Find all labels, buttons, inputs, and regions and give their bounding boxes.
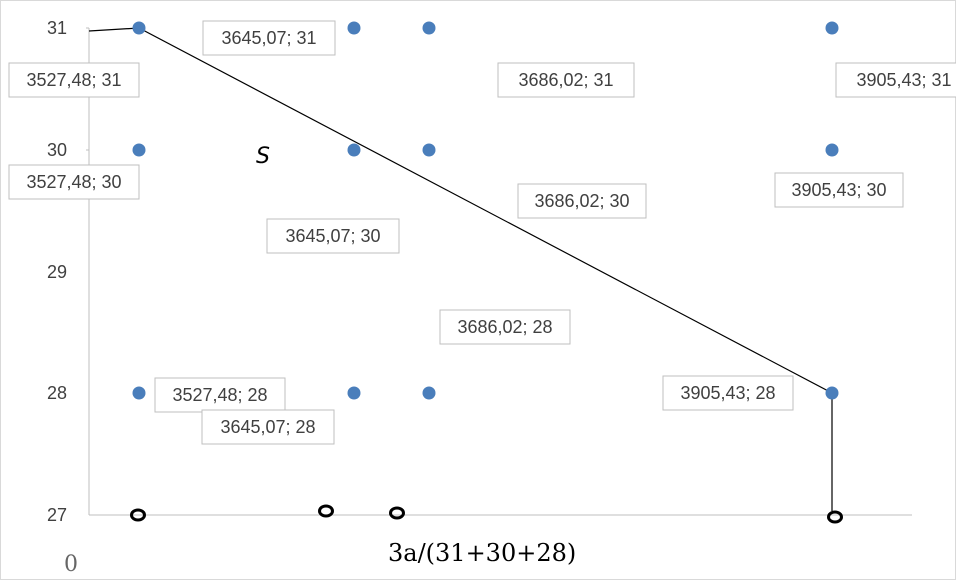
formula-label: 3a/(31+30+28)	[388, 539, 576, 567]
data-label-box	[154, 377, 286, 413]
data-label-box	[8, 62, 140, 98]
y-tick-label: 28	[47, 383, 67, 403]
data-point	[347, 143, 361, 157]
hand-circle	[389, 506, 405, 520]
data-points	[132, 21, 839, 400]
hand-circle	[827, 510, 843, 524]
data-label-box	[835, 62, 956, 98]
data-label-box	[497, 62, 635, 98]
data-point	[347, 21, 361, 35]
data-label: 3686,02; 28	[457, 317, 552, 337]
y-tick-label: 29	[47, 262, 67, 282]
data-label: 3527,48; 28	[172, 385, 267, 405]
data-point	[132, 21, 146, 35]
data-label-box	[662, 375, 794, 411]
handwritten-s: S	[256, 144, 270, 169]
data-label: 3905,43; 30	[791, 180, 886, 200]
axes: 27 28 29 30 31	[47, 18, 912, 525]
origin-label: 0	[64, 552, 78, 577]
y-tick-label: 30	[47, 140, 67, 160]
data-label-box	[774, 172, 904, 208]
data-label-box	[439, 309, 571, 345]
data-point	[347, 386, 361, 400]
data-label: 3905,43; 28	[680, 383, 775, 403]
data-label: 3645,07; 31	[221, 28, 316, 48]
data-label: 3686,02; 30	[534, 191, 629, 211]
data-point	[825, 386, 839, 400]
data-point	[825, 143, 839, 157]
data-label: 3645,07; 28	[220, 417, 315, 437]
data-label: 3527,48; 31	[26, 70, 121, 90]
data-label-box	[517, 183, 647, 219]
hand-circle	[318, 504, 334, 518]
hand-sketch	[88, 27, 843, 524]
data-label-box	[202, 20, 336, 56]
y-tick-label: 27	[47, 505, 67, 525]
data-labels: 3527,48; 31 3645,07; 31 3686,02; 31 3905,43…	[8, 20, 956, 445]
data-label-box	[8, 164, 140, 200]
data-label: 3686,02; 31	[518, 70, 613, 90]
data-label: 3645,07; 30	[285, 226, 380, 246]
data-label: 3905,43; 31	[856, 70, 951, 90]
data-point	[132, 386, 146, 400]
data-label-box	[201, 409, 335, 445]
data-point	[825, 21, 839, 35]
hand-circle	[130, 508, 146, 522]
data-label: 3527,48; 30	[26, 172, 121, 192]
data-point	[132, 143, 146, 157]
y-tick-label: 31	[47, 18, 67, 38]
data-point	[422, 386, 436, 400]
sketch-line	[88, 27, 833, 511]
data-point	[422, 143, 436, 157]
data-label-box	[266, 218, 400, 254]
data-point	[422, 21, 436, 35]
